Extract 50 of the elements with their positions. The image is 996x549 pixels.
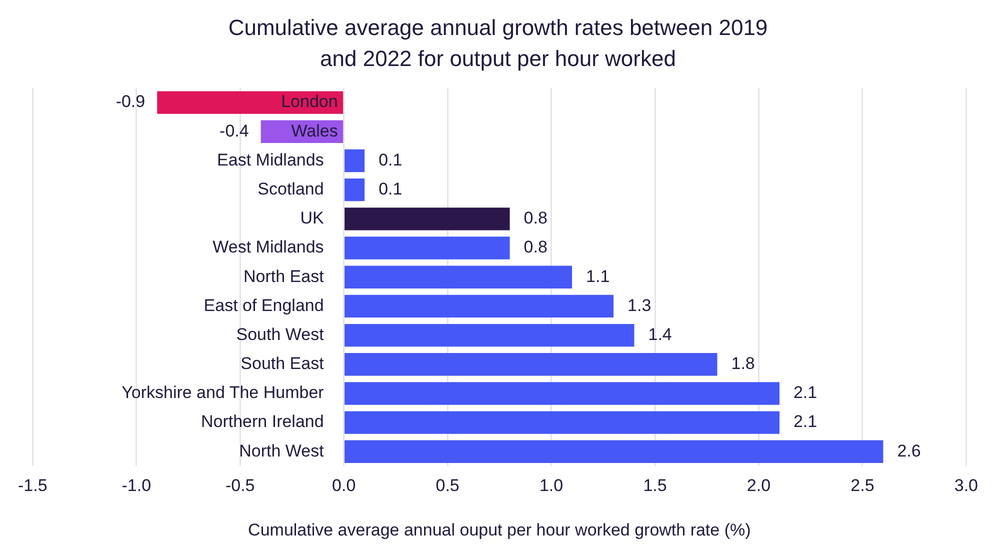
data-label: 2.6 [897, 441, 921, 460]
y-tick-label: Northern Ireland [200, 412, 324, 432]
data-label: -0.9 [116, 92, 146, 112]
bar [344, 324, 634, 347]
bar [344, 294, 614, 318]
x-tick-label: 3.0 [954, 476, 978, 496]
data-label: 0.1 [378, 150, 402, 170]
y-tick-label: East of England [204, 296, 324, 315]
y-tick-label: South East [240, 354, 324, 374]
bar [344, 382, 780, 405]
x-tick-label: -1.0 [122, 476, 152, 496]
x-tick-label: 0.0 [332, 476, 356, 496]
bar [157, 91, 344, 114]
y-tick-label: South West [236, 324, 324, 344]
bar [344, 353, 718, 376]
bar [344, 178, 365, 202]
x-tick-label: -1.5 [18, 476, 48, 496]
bar [344, 236, 510, 260]
data-label: 0.8 [524, 238, 548, 257]
x-tick-label: 0.5 [436, 476, 460, 496]
x-tick-label: -0.5 [225, 476, 255, 496]
bar [344, 411, 780, 434]
data-label: 1.1 [586, 266, 610, 286]
data-label: 1.4 [648, 324, 672, 344]
x-tick-label: 1.0 [539, 476, 564, 496]
x-axis-title: Cumulative average annual ouput per hour worked growth rate (%) [248, 520, 751, 540]
y-tick-label: East Midlands [217, 150, 324, 170]
data-label: 2.1 [793, 412, 818, 432]
bar [344, 266, 572, 288]
y-tick-label: Scotland [258, 180, 324, 199]
y-tick-label: North East [244, 266, 324, 286]
y-tick-label: North West [239, 441, 324, 460]
data-label: 0.1 [378, 180, 402, 199]
y-tick-label: London [281, 92, 338, 112]
data-label: 1.8 [731, 354, 755, 374]
y-tick-label: West Midlands [212, 238, 324, 257]
x-tick-label: 2.5 [850, 476, 874, 496]
data-label: 2.1 [793, 383, 818, 402]
x-tick-label: 2.0 [746, 476, 771, 496]
data-label: 0.8 [524, 208, 548, 228]
y-tick-label: Wales [291, 121, 338, 140]
chart-title: Cumulative average annual growth rates between 2019 and 2022 for output per hour worked [227, 14, 769, 73]
x-tick-label: 1.5 [643, 476, 667, 496]
data-label: -0.4 [220, 121, 249, 140]
bar [344, 149, 365, 172]
y-tick-label: Yorkshire and The Humber [122, 383, 324, 402]
bar [344, 440, 884, 463]
y-tick-label: UK [300, 208, 324, 228]
bar [344, 208, 510, 230]
data-label: 1.3 [628, 296, 652, 315]
